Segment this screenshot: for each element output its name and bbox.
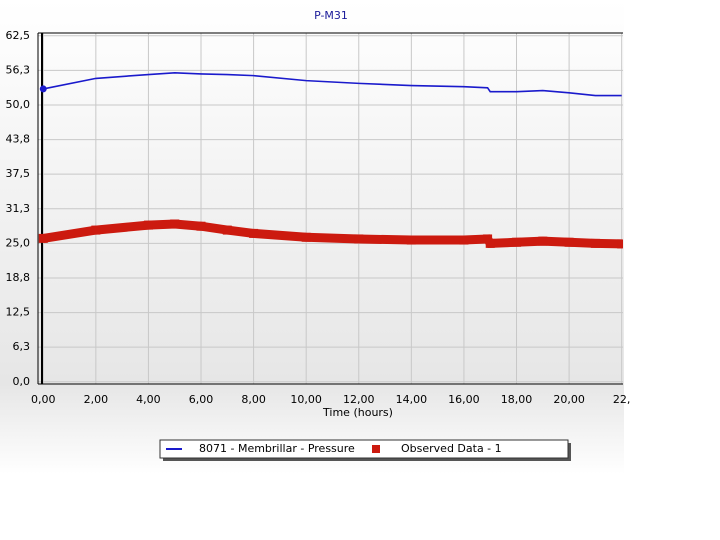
y-tick-label: 25,0 bbox=[6, 236, 31, 249]
observed-point bbox=[617, 239, 623, 249]
y-tick-label: 56,3 bbox=[6, 63, 31, 76]
observed-point bbox=[249, 228, 259, 238]
observed-point bbox=[512, 237, 522, 247]
y-tick-label: 37,5 bbox=[6, 167, 31, 180]
observed-point bbox=[301, 232, 311, 242]
y-tick-label: 50,0 bbox=[6, 98, 31, 111]
observed-point bbox=[91, 225, 101, 235]
observed-point bbox=[459, 235, 469, 245]
x-tick-label: 10,00 bbox=[290, 393, 322, 406]
y-tick-label: 18,8 bbox=[6, 271, 31, 284]
series-line bbox=[43, 72, 622, 97]
observed-point bbox=[485, 238, 495, 248]
y-tick-label: 6,3 bbox=[13, 340, 31, 353]
x-tick-label: 2,00 bbox=[84, 393, 109, 406]
x-tick-label: 6,00 bbox=[189, 393, 214, 406]
grid bbox=[38, 33, 623, 384]
x-tick-label: 14,00 bbox=[396, 393, 428, 406]
x-tick-label: 22, bbox=[613, 393, 631, 406]
series-start-point bbox=[39, 85, 47, 93]
legend-items: 8071 - Membrillar - Pressure Observed Dat… bbox=[166, 442, 502, 455]
y-tick-label: 12,5 bbox=[6, 306, 31, 319]
observed-point bbox=[354, 234, 364, 244]
x-tick-label: 4,00 bbox=[136, 393, 161, 406]
observed-point bbox=[196, 221, 206, 231]
x-tick-label: 8,00 bbox=[241, 393, 266, 406]
y-tick-label: 0,0 bbox=[13, 375, 31, 388]
observed-point bbox=[590, 238, 600, 248]
x-tick-label: 12,00 bbox=[343, 393, 375, 406]
observed-point bbox=[406, 235, 416, 245]
x-tick-label: 18,00 bbox=[501, 393, 533, 406]
y-tick-label: 43,8 bbox=[6, 133, 31, 146]
background bbox=[0, 0, 624, 384]
y-tick-label: 62,5 bbox=[6, 29, 31, 42]
legend-marker bbox=[372, 445, 380, 453]
legend-label: 8071 - Membrillar - Pressure bbox=[199, 442, 355, 455]
x-tick-label: 20,00 bbox=[553, 393, 585, 406]
observed-point bbox=[538, 236, 548, 246]
observed-point bbox=[170, 219, 180, 229]
x-tick-label: 16,00 bbox=[448, 393, 480, 406]
observed-point bbox=[222, 225, 232, 235]
chart-title: P-M31 bbox=[314, 9, 348, 22]
observed-point bbox=[143, 220, 153, 230]
observed-point bbox=[564, 237, 574, 247]
observed-point bbox=[38, 233, 48, 243]
plot-area bbox=[38, 72, 623, 249]
legend-label: Observed Data - 1 bbox=[401, 442, 502, 455]
x-tick-label: 0,00 bbox=[31, 393, 56, 406]
legend bbox=[159, 439, 569, 459]
x-axis-label: Time (hours) bbox=[322, 406, 393, 419]
y-tick-label: 31,3 bbox=[6, 202, 31, 215]
